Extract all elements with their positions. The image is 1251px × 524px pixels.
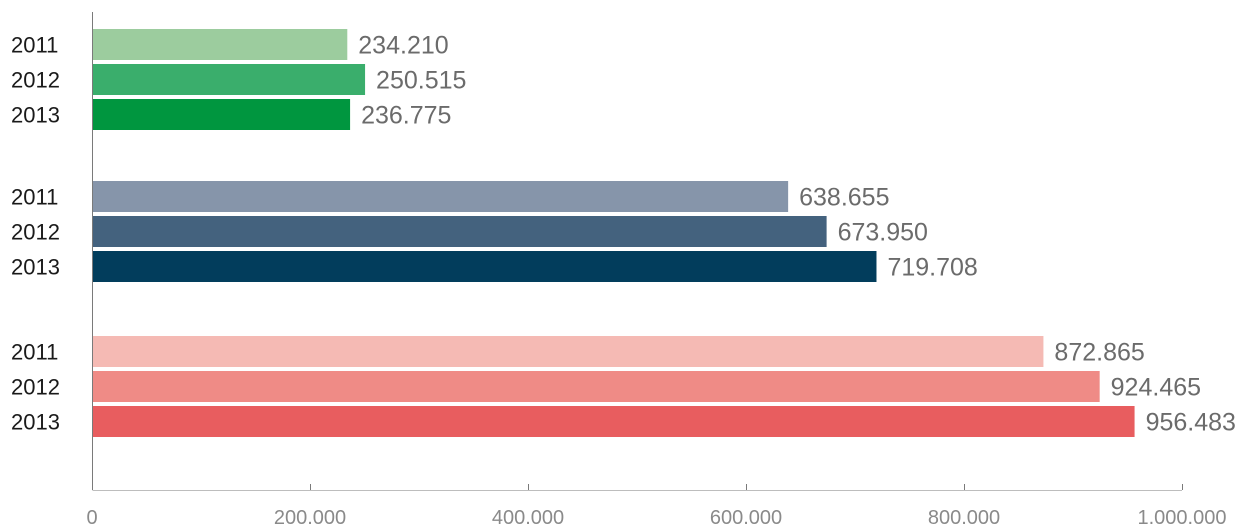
bar-value-label: 924.465 xyxy=(1111,374,1201,402)
year-label: 2012 xyxy=(11,375,60,400)
year-label: 2012 xyxy=(11,220,60,245)
bar-value-label: 872.865 xyxy=(1054,339,1144,367)
bar xyxy=(93,29,348,60)
bar xyxy=(93,216,827,247)
bar xyxy=(93,99,351,130)
bar-value-label: 956.483 xyxy=(1146,409,1236,437)
bar xyxy=(93,64,366,95)
x-tick-label: 200.000 xyxy=(274,507,346,524)
bar-value-label: 719.708 xyxy=(887,254,977,282)
bar-groups: 2011 234.210 2012 250.515 2013 236.775 2011 638… xyxy=(11,29,1236,437)
year-label: 2012 xyxy=(11,68,60,93)
year-label: 2011 xyxy=(11,185,58,210)
bar-value-label: 250.515 xyxy=(376,67,466,95)
year-label: 2011 xyxy=(11,340,58,365)
bar xyxy=(93,406,1135,437)
year-label: 2013 xyxy=(11,103,60,128)
year-label: 2013 xyxy=(11,410,60,435)
bar-value-label: 236.775 xyxy=(361,102,451,130)
x-tick-label: 600.000 xyxy=(710,507,782,524)
bar xyxy=(93,251,877,282)
x-tick-label: 0 xyxy=(86,507,97,524)
x-axis-ticks: 0 200.000 400.000 600.000 800.000 1.000.000 xyxy=(86,484,1226,524)
x-tick-label: 1.000.000 xyxy=(1138,507,1227,524)
bar-group: 2011 872.865 2012 924.465 2013 956.483 xyxy=(11,336,1236,437)
year-label: 2013 xyxy=(11,255,60,280)
x-tick-label: 400.000 xyxy=(492,507,564,524)
year-label: 2011 xyxy=(11,33,58,58)
x-tick-label: 800.000 xyxy=(928,507,1000,524)
bar-group: 2011 234.210 2012 250.515 2013 236.775 xyxy=(11,29,466,130)
bar xyxy=(93,336,1044,367)
bar xyxy=(93,181,789,212)
bar xyxy=(93,371,1100,402)
bar-value-label: 234.210 xyxy=(358,32,448,60)
bar-group: 2011 638.655 2012 673.950 2013 719.708 xyxy=(11,181,978,282)
bar-value-label: 638.655 xyxy=(799,184,889,212)
bar-value-label: 673.950 xyxy=(838,219,928,247)
